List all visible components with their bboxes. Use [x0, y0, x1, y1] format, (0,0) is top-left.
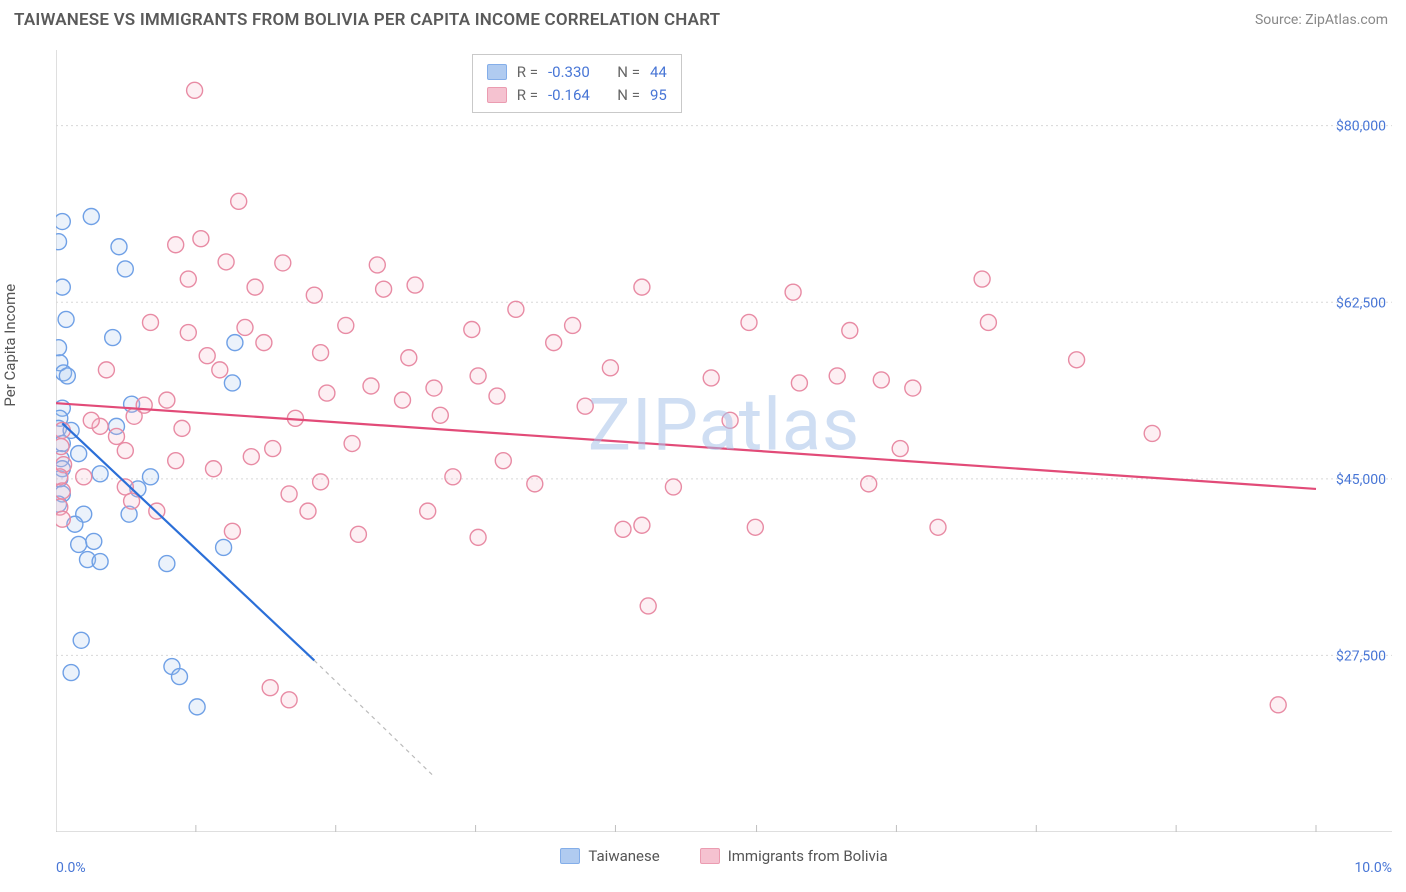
plot-region: $27,500$45,000$62,500$80,000 ZIPatlas R …: [56, 50, 1392, 832]
legend: Taiwanese Immigrants from Bolivia: [56, 834, 1392, 878]
y-axis-label: Per Capita Income: [1, 284, 19, 407]
swatch-bolivia: [700, 848, 720, 864]
svg-text:$80,000: $80,000: [1336, 118, 1386, 135]
svg-text:$62,500: $62,500: [1336, 294, 1386, 311]
svg-text:$27,500: $27,500: [1336, 647, 1386, 664]
stats-row: R = -0.330 N = 44: [487, 61, 667, 84]
legend-label-bolivia: Immigrants from Bolivia: [728, 847, 888, 865]
source-label: Source: ZipAtlas.com: [1255, 12, 1388, 28]
chart-title: TAIWANESE VS IMMIGRANTS FROM BOLIVIA PER…: [14, 10, 720, 30]
svg-text:$45,000: $45,000: [1336, 471, 1386, 488]
chart-area: Per Capita Income $27,500$45,000$62,500$…: [14, 40, 1392, 878]
legend-label-taiwanese: Taiwanese: [588, 847, 659, 865]
stats-row: R = -0.164 N = 95: [487, 84, 667, 107]
swatch-taiwanese: [560, 848, 580, 864]
stats-box: R = -0.330 N = 44R = -0.164 N = 95: [472, 54, 682, 113]
legend-item-taiwanese: Taiwanese: [560, 847, 659, 865]
legend-item-bolivia: Immigrants from Bolivia: [700, 847, 888, 865]
